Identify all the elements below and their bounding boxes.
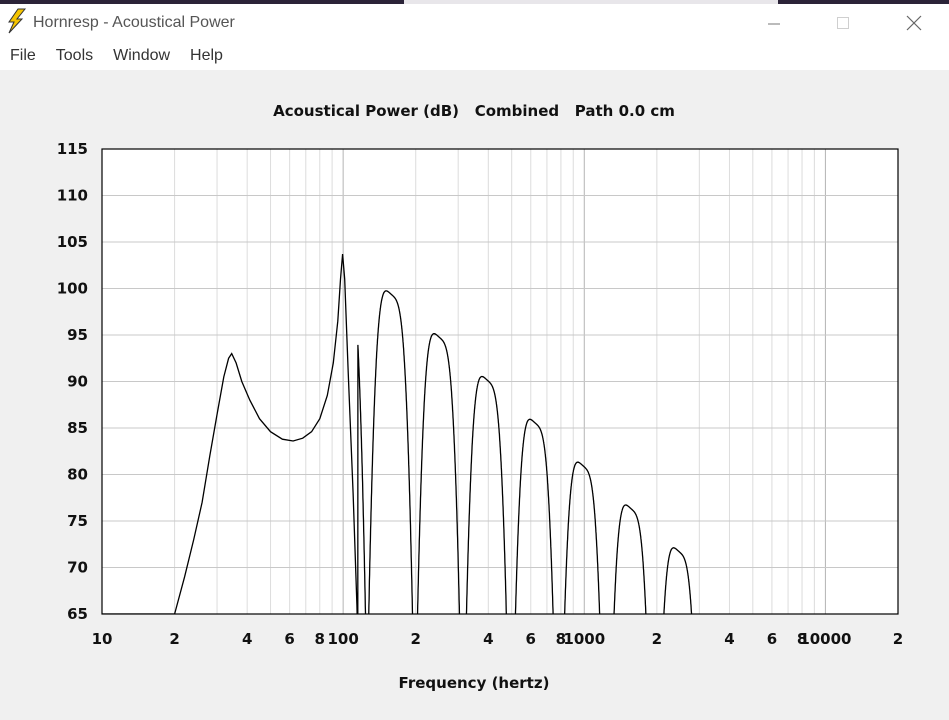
menu-window[interactable]: Window <box>113 47 171 64</box>
y-tick-label: 75 <box>67 512 88 530</box>
y-tick-label: 85 <box>67 419 88 437</box>
y-tick-label: 110 <box>57 187 88 205</box>
x-tick-label: 4 <box>724 630 734 648</box>
y-tick-label: 105 <box>57 233 88 251</box>
menu-bar: File Tools Window Help <box>0 42 949 70</box>
chart-title: Acoustical Power (dB) Combined Path 0.0 … <box>273 102 675 120</box>
active-task-indicator <box>404 0 778 4</box>
power-curve <box>102 254 898 614</box>
y-tick-label: 90 <box>67 373 88 391</box>
x-tick-label: 6 <box>284 630 294 648</box>
x-tick-label: 8 <box>797 630 807 648</box>
y-tick-label: 65 <box>67 605 88 623</box>
menu-help[interactable]: Help <box>190 47 223 64</box>
menu-tools[interactable]: Tools <box>55 47 94 64</box>
taskbar-strip <box>0 0 949 4</box>
x-tick-label: 2 <box>169 630 179 648</box>
x-tick-label: 6 <box>767 630 777 648</box>
maximize-button[interactable] <box>820 4 866 42</box>
maximize-icon <box>837 17 849 29</box>
close-button[interactable] <box>891 4 937 42</box>
minimize-icon <box>768 23 780 25</box>
lightning-bolt-icon <box>0 8 27 38</box>
x-tick-label: 4 <box>242 630 252 648</box>
close-icon <box>906 15 922 31</box>
y-tick-label: 80 <box>67 466 88 484</box>
plot-frame <box>101 148 899 615</box>
x-tick-label: 4 <box>483 630 493 648</box>
x-tick-label: 1000 <box>563 630 605 648</box>
minimize-button[interactable] <box>751 4 797 42</box>
title-bar: Hornresp - Acoustical Power <box>0 4 949 42</box>
y-tick-label: 100 <box>57 280 88 298</box>
x-tick-label: 2 <box>893 630 903 648</box>
y-tick-label: 95 <box>67 326 88 344</box>
x-tick-label: 6 <box>526 630 536 648</box>
y-tick-label: 115 <box>57 140 88 158</box>
x-tick-label: 2 <box>411 630 421 648</box>
menu-file[interactable]: File <box>10 47 36 64</box>
x-tick-label: 2 <box>652 630 662 648</box>
x-tick-label: 10 <box>92 630 113 648</box>
window-title: Hornresp - Acoustical Power <box>33 14 235 31</box>
x-tick-label: 100 <box>327 630 358 648</box>
x-tick-label: 8 <box>315 630 325 648</box>
x-tick-label: 8 <box>556 630 566 648</box>
y-tick-label: 70 <box>67 559 88 577</box>
x-tick-label: 10000 <box>799 630 851 648</box>
x-axis-label: Frequency (hertz) <box>399 674 550 692</box>
